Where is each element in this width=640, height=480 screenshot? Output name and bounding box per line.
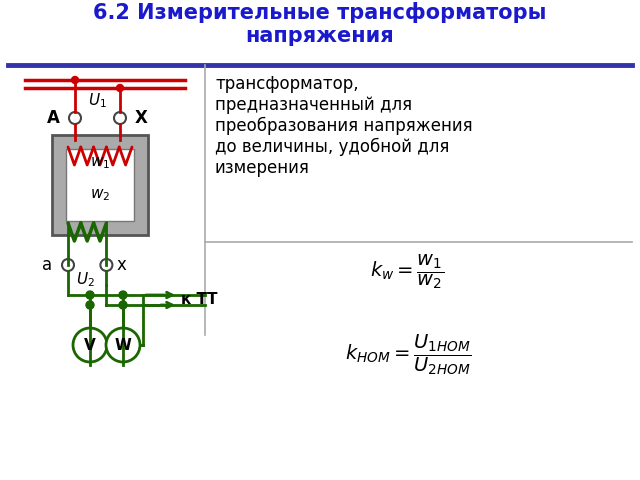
- Text: $U_2$: $U_2$: [76, 270, 95, 288]
- Circle shape: [119, 301, 127, 309]
- Text: $U_1$: $U_1$: [88, 91, 106, 110]
- Circle shape: [106, 328, 140, 362]
- FancyBboxPatch shape: [66, 149, 134, 221]
- Circle shape: [73, 328, 107, 362]
- Circle shape: [86, 291, 94, 299]
- Text: к ТТ: к ТТ: [181, 292, 218, 308]
- FancyBboxPatch shape: [52, 135, 148, 235]
- Text: трансформатор,
предназначенный для
преобразования напряжения
до величины, удобно: трансформатор, предназначенный для преоб…: [215, 75, 472, 177]
- Text: $k_w = \dfrac{w_1}{w_2}$: $k_w = \dfrac{w_1}{w_2}$: [370, 252, 444, 291]
- Text: W: W: [115, 337, 131, 352]
- Text: $w_2$: $w_2$: [90, 187, 110, 203]
- Circle shape: [72, 76, 79, 84]
- Text: 6.2 Измерительные трансформаторы
напряжения: 6.2 Измерительные трансформаторы напряже…: [93, 2, 547, 46]
- Text: $w_1$: $w_1$: [90, 155, 110, 171]
- Text: A: A: [47, 109, 60, 127]
- Text: $k_{\mathit{HOM}} = \dfrac{U_{1\mathit{HOM}}}{U_{2\mathit{HOM}}}$: $k_{\mathit{HOM}} = \dfrac{U_{1\mathit{H…: [345, 332, 472, 377]
- Circle shape: [86, 301, 94, 309]
- Text: X: X: [135, 109, 148, 127]
- Text: x: x: [116, 256, 126, 274]
- Text: V: V: [84, 337, 96, 352]
- Circle shape: [116, 84, 124, 92]
- Circle shape: [119, 291, 127, 299]
- Text: a: a: [42, 256, 52, 274]
